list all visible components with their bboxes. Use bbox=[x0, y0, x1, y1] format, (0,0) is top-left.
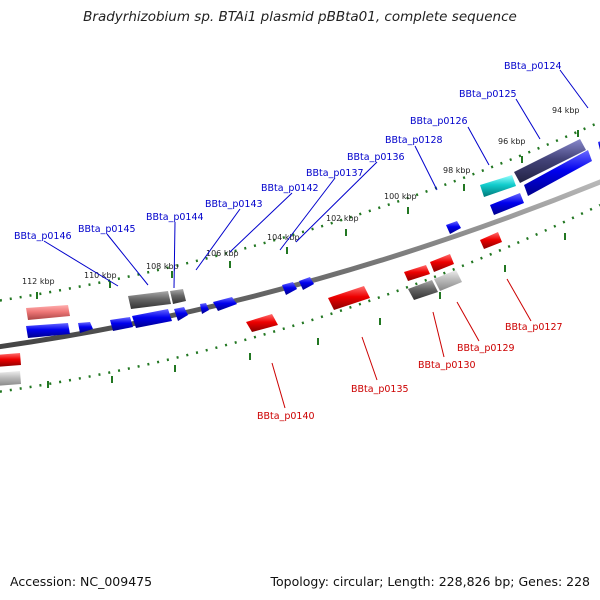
gene-arrow[interactable] bbox=[128, 291, 171, 309]
kbp-label: 96 kbp bbox=[498, 137, 526, 146]
gene-label[interactable]: BBta_p0146 bbox=[14, 231, 72, 242]
gene-label[interactable]: BBta_p0145 bbox=[78, 224, 136, 235]
gene-label[interactable]: BBta_p0130 bbox=[418, 360, 476, 371]
gene-label[interactable]: BBta_p0127 bbox=[505, 322, 563, 333]
gene-arrow[interactable] bbox=[0, 353, 21, 367]
gene-arrow[interactable] bbox=[328, 286, 370, 310]
gene-label[interactable]: BBta_p0125 bbox=[459, 89, 517, 100]
gene-label[interactable]: BBta_p0128 bbox=[385, 135, 443, 146]
gene-arrow[interactable] bbox=[200, 303, 209, 314]
gene-label[interactable]: BBta_p0143 bbox=[205, 199, 263, 210]
gene-arrow[interactable] bbox=[434, 270, 462, 291]
gene-arrow[interactable] bbox=[246, 314, 278, 332]
gene-label[interactable]: BBta_p0140 bbox=[257, 411, 315, 422]
gene-arrow[interactable] bbox=[78, 322, 93, 333]
kbp-label: 102 kbp bbox=[326, 214, 359, 223]
forward-strand-genes bbox=[26, 139, 600, 338]
gene-arrow[interactable] bbox=[490, 193, 524, 215]
gene-arrow[interactable] bbox=[446, 221, 461, 234]
gene-label[interactable]: BBta_p0142 bbox=[261, 183, 319, 194]
gene-arrow[interactable] bbox=[514, 139, 586, 183]
gene-arrow[interactable] bbox=[110, 317, 133, 331]
gene-arrow[interactable] bbox=[174, 307, 188, 321]
gene-arrow[interactable] bbox=[480, 175, 516, 197]
kbp-label: 98 kbp bbox=[443, 166, 471, 175]
gene-label[interactable]: BBta_p0137 bbox=[306, 168, 364, 179]
gene-label[interactable]: BBta_p0129 bbox=[457, 343, 515, 354]
gene-arrow[interactable] bbox=[282, 282, 297, 295]
accession-text: Accession: NC_009475 bbox=[10, 574, 153, 589]
kbp-label: 112 kbp bbox=[22, 277, 55, 286]
gene-arrow[interactable] bbox=[213, 297, 237, 311]
gene-arrow[interactable] bbox=[26, 305, 70, 320]
plasmid-backbone bbox=[0, 179, 600, 350]
topology-summary: Topology: circular; Length: 228,826 bp; … bbox=[270, 574, 591, 589]
gene-label[interactable]: BBta_p0135 bbox=[351, 384, 409, 395]
gene-arrow[interactable] bbox=[524, 150, 592, 196]
outer-tick-ring bbox=[0, 120, 600, 302]
map-title: Bradyrhizobium sp. BTAi1 plasmid pBBta01… bbox=[83, 9, 517, 25]
reverse-strand-genes bbox=[0, 232, 502, 386]
reverse-label-lines bbox=[271, 278, 532, 409]
inner-tick-ring bbox=[0, 203, 600, 393]
gene-arrow[interactable] bbox=[480, 232, 502, 249]
gene-arrow[interactable] bbox=[299, 277, 314, 290]
kbp-label: 108 kbp bbox=[146, 262, 179, 271]
gene-label[interactable]: BBta_p0136 bbox=[347, 152, 405, 163]
gene-arrow[interactable] bbox=[132, 309, 172, 328]
gene-arrow[interactable] bbox=[0, 371, 21, 386]
gene-arrow[interactable] bbox=[26, 323, 70, 338]
kbp-label: 100 kbp bbox=[384, 192, 417, 201]
kbp-label: 104 kbp bbox=[267, 233, 300, 242]
forward-label-lines bbox=[43, 69, 589, 289]
gene-label[interactable]: BBta_p0124 bbox=[504, 61, 562, 72]
gene-arrow[interactable] bbox=[404, 265, 430, 281]
gene-arrow[interactable] bbox=[408, 280, 438, 300]
gene-arrow[interactable] bbox=[430, 254, 454, 272]
kbp-label: 106 kbp bbox=[206, 249, 239, 258]
gene-label[interactable]: BBta_p0126 bbox=[410, 116, 468, 127]
kbp-label: 94 kbp bbox=[552, 106, 580, 115]
gene-arrow[interactable] bbox=[170, 289, 186, 304]
gene-label[interactable]: BBta_p0144 bbox=[146, 212, 204, 223]
